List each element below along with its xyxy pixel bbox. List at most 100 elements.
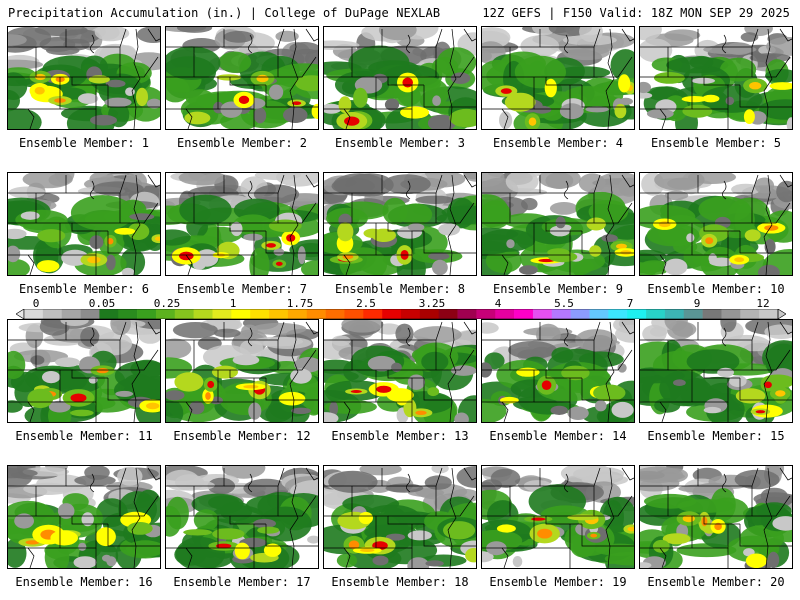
ensemble-member-label: Ensemble Member: 13	[331, 429, 469, 443]
colorbar-segment	[155, 309, 176, 319]
ensemble-map-panel	[165, 465, 319, 569]
colorbar-segment	[137, 309, 157, 319]
run-info: 12Z GEFS | F150 Valid: 18Z MON SEP 29 20…	[482, 6, 790, 20]
ensemble-map-panel	[165, 26, 319, 130]
colorbar-segment	[759, 309, 779, 319]
colorbar-segment	[42, 309, 62, 319]
precipitation-map	[166, 27, 318, 129]
colorbar-segment	[401, 309, 421, 319]
ensemble-map-panel	[323, 26, 477, 130]
ensemble-member-label: Ensemble Member: 19	[489, 575, 627, 589]
colorbar-segment	[118, 309, 138, 319]
ensemble-member-label: Ensemble Member: 20	[647, 575, 785, 589]
colorbar-segment	[212, 309, 232, 319]
precipitation-map	[166, 466, 318, 568]
colorbar-segment	[683, 309, 703, 319]
colorbar-segment	[99, 309, 119, 319]
colorbar-tick-label: 1	[229, 297, 237, 310]
colorbar-segment	[80, 309, 100, 319]
ensemble-map-panel	[639, 26, 793, 130]
precipitation-map	[640, 320, 792, 422]
ensemble-map-panel	[639, 465, 793, 569]
colorbar-tick-label: 7	[626, 297, 634, 310]
ensemble-map-panel	[7, 26, 161, 130]
ensemble-map-panel	[7, 465, 161, 569]
colorbar-tick-label: 9	[693, 297, 701, 310]
colorbar-segment	[61, 309, 81, 319]
colorbar-segment	[325, 309, 345, 319]
colorbar-segment	[363, 309, 383, 319]
colorbar-tick-label: 1.75	[286, 297, 314, 310]
ensemble-map-panel	[481, 172, 635, 276]
ensemble-map-panel	[481, 465, 635, 569]
ensemble-member-label: Ensemble Member: 7	[176, 282, 308, 296]
ensemble-member-label: Ensemble Member: 16	[15, 575, 153, 589]
precipitation-map	[640, 27, 792, 129]
precipitation-map	[482, 27, 634, 129]
colorbar-segment	[250, 309, 270, 319]
colorbar-tick-label: 5.5	[554, 297, 574, 310]
colorbar-tick-label: 0.25	[153, 297, 181, 310]
ensemble-member-label: Ensemble Member: 1	[18, 136, 150, 150]
colorbar-segment	[664, 309, 685, 319]
ensemble-map-panel	[481, 26, 635, 130]
ensemble-map-panel	[165, 319, 319, 423]
colorbar	[16, 309, 786, 319]
ensemble-map-panel	[639, 172, 793, 276]
colorbar-segment	[269, 309, 289, 319]
map-title: Precipitation Accumulation (in.) | Colle…	[8, 6, 441, 20]
colorbar-segment	[740, 309, 760, 319]
ensemble-map-panel	[481, 319, 635, 423]
colorbar-tick-label: 0.05	[88, 297, 116, 310]
colorbar-min-arrow	[16, 309, 25, 319]
colorbar-tick-label: 4	[494, 297, 502, 310]
colorbar-segment	[438, 309, 458, 319]
colorbar-tick-label: 0	[32, 297, 40, 310]
colorbar-segment	[514, 309, 534, 319]
colorbar-max-arrow	[777, 309, 786, 319]
colorbar-segment	[457, 309, 477, 319]
colorbar-tick-label: 3.25	[418, 297, 446, 310]
ensemble-member-label: Ensemble Member: 5	[650, 136, 782, 150]
precipitation-map	[640, 173, 792, 275]
ensemble-member-label: Ensemble Member: 10	[647, 282, 785, 296]
colorbar-segment	[646, 309, 666, 319]
precipitation-map	[324, 466, 476, 568]
precipitation-map	[8, 173, 160, 275]
colorbar-segment	[306, 309, 326, 319]
ensemble-map-panel	[165, 172, 319, 276]
precipitation-map	[166, 320, 318, 422]
colorbar-segment	[551, 309, 571, 319]
colorbar-segment	[702, 309, 722, 319]
colorbar-segment	[24, 309, 44, 319]
colorbar-segment	[608, 309, 628, 319]
precipitation-map	[166, 173, 318, 275]
precipitation-map	[324, 27, 476, 129]
ensemble-member-label: Ensemble Member: 15	[647, 429, 785, 443]
ensemble-map-panel	[7, 319, 161, 423]
precipitation-map	[482, 466, 634, 568]
precipitation-map	[482, 320, 634, 422]
precipitation-map	[482, 173, 634, 275]
ensemble-member-label: Ensemble Member: 18	[331, 575, 469, 589]
colorbar-segment	[627, 309, 647, 319]
ensemble-member-label: Ensemble Member: 12	[173, 429, 311, 443]
ensemble-member-label: Ensemble Member: 2	[176, 136, 308, 150]
ensemble-member-label: Ensemble Member: 8	[334, 282, 466, 296]
ensemble-member-label: Ensemble Member: 14	[489, 429, 627, 443]
colorbar-segment	[721, 309, 741, 319]
ensemble-map-panel	[7, 172, 161, 276]
colorbar-tick-label: 12	[756, 297, 770, 310]
colorbar-segment	[193, 309, 213, 319]
colorbar-segment	[382, 309, 402, 319]
ensemble-member-label: Ensemble Member: 9	[492, 282, 624, 296]
colorbar-tick-label: 2.5	[356, 297, 376, 310]
ensemble-member-label: Ensemble Member: 17	[173, 575, 311, 589]
colorbar-segment	[231, 309, 251, 319]
colorbar-segment	[532, 309, 553, 319]
colorbar-segment	[495, 309, 515, 319]
colorbar-segment	[589, 309, 609, 319]
colorbar-segment	[174, 309, 194, 319]
colorbar-segment	[476, 309, 496, 319]
colorbar-segment	[344, 309, 364, 319]
